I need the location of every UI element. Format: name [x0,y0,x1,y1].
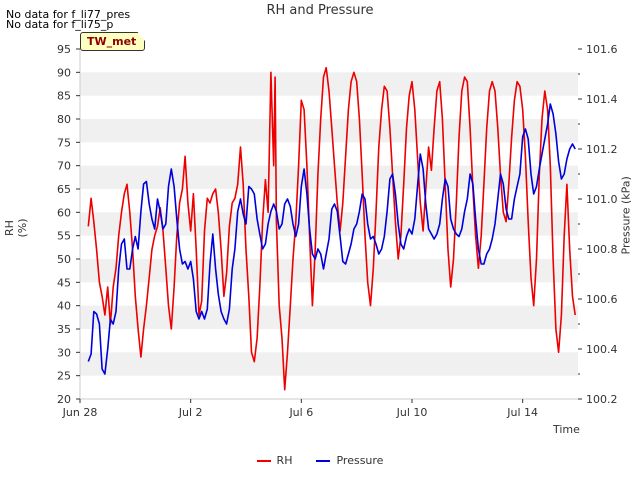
y-axis-left-label: RH (%) [3,218,29,238]
x-axis-label: Time [553,423,580,436]
y-tick-label-right: 101.6 [586,43,618,56]
x-tick-label: Jul 2 [178,406,203,419]
y-tick-label-left: 75 [57,136,71,149]
series-line-rh [87,66,576,391]
y-tick-label-left: 60 [57,206,71,219]
series-line-pressure [87,103,576,375]
y-tick-label-left: 20 [57,393,71,406]
y-tick-label-left: 40 [57,300,71,313]
y-tick-label-left: 45 [57,276,71,289]
legend-item-rh: RH [256,454,293,467]
y-tick-label-right: 101.4 [586,93,618,106]
y-tick-label-left: 85 [57,90,71,103]
y-tick-label-left: 90 [57,66,71,79]
x-tick-label: Jul 6 [288,406,313,419]
y-tick-label-left: 50 [57,253,71,266]
legend-label-rh: RH [276,454,293,467]
y-tick-label-right: 100.8 [586,243,618,256]
grid-band [80,165,578,189]
grid-band [80,352,578,376]
x-tick-label: Jun 28 [62,406,98,419]
chart-title: RH and Pressure [266,3,374,18]
y-tick-label-left: 30 [57,346,71,359]
y-tick-label-left: 55 [57,230,71,243]
grid-band [80,305,578,329]
y-tick-label-right: 100.6 [586,293,618,306]
no-data-notice-1: No data for f_li77_pres [6,8,131,21]
grid-band [80,119,578,143]
y-tick-label-right: 101.2 [586,143,618,156]
legend-label-pressure: Pressure [336,454,384,467]
y-tick-label-left: 35 [57,323,71,336]
legend-swatch-pressure [316,459,331,462]
y-tick-label-left: 80 [57,113,71,126]
legend-swatch-rh [256,459,271,462]
station-badge: TW_met [80,32,146,51]
grid-band [80,72,578,96]
y-tick-label-right: 100.4 [586,343,618,356]
y-tick-label-left: 70 [57,160,71,173]
no-data-notice-2: No data for f_li75_p [6,18,114,31]
grid-band [80,259,578,283]
legend: RH Pressure [0,454,640,467]
legend-item-pressure: Pressure [316,454,383,467]
x-tick-label: Jul 14 [506,406,538,419]
y-axis-right-label: Pressure (kPa) [619,176,633,255]
y-tick-label-left: 65 [57,183,71,196]
y-tick-label-left: 25 [57,370,71,383]
y-tick-label-right: 101.0 [586,193,618,206]
x-tick-label: Jul 10 [396,406,428,419]
y-tick-label-left: 95 [57,43,71,56]
y-tick-label-right: 100.2 [586,393,618,406]
